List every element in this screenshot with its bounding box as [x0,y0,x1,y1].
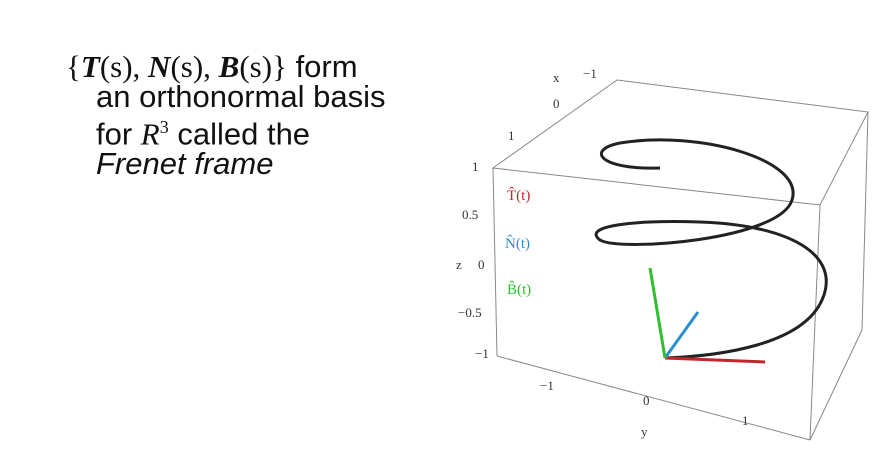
text: T [80,49,100,84]
tick-label: −1 [583,66,597,81]
legend-label: T̂(t) [507,187,530,204]
axis-label: z [456,257,462,272]
tick-label: 0 [643,393,650,408]
tick-label: −1 [540,378,554,393]
text: R [140,116,160,152]
tick-label: −0.5 [458,305,482,320]
text: , [203,49,219,84]
legend-label: B̂(t) [507,281,531,298]
axis-label: y [641,424,648,439]
text: } [272,49,287,84]
text: called the [168,116,311,152]
text: (s) [239,49,273,84]
axis-label: x [553,70,560,85]
tick-label: 1 [508,128,515,143]
helix [594,138,828,360]
text: B [218,49,240,84]
box-edge [492,167,498,357]
box-edge [861,111,869,331]
tick-label: 1 [742,413,749,428]
statement: {T(s), N(s), B(s)} form an orthonormal b… [66,49,386,182]
text: , [132,49,149,84]
tick-label: −1 [475,346,489,361]
tangent-vector [664,356,766,364]
binormal-vector [648,267,667,359]
normal-vector [663,311,700,359]
tick-label: 0 [553,96,560,111]
tick-label: 0 [478,257,485,272]
text: N [148,49,171,84]
tick-label: 1 [472,159,479,174]
text: (s) [170,49,204,84]
box-edge [809,329,863,441]
legend-label: N̂(t) [505,235,530,252]
box-top [491,79,869,206]
text: for [96,116,141,152]
text: 3 [159,117,169,137]
text: form [286,49,358,84]
box-edge [496,355,811,441]
text: (s) [99,49,133,84]
line: Frenet frame [96,146,274,182]
box-edge [809,204,821,441]
text: { [66,49,81,84]
box [491,79,869,441]
tick-label: 0.5 [462,207,478,222]
line: an orthonormal basis [96,79,386,114]
line: for R3 called the [66,112,386,149]
line: {T(s), N(s), B(s)} form [66,49,386,84]
